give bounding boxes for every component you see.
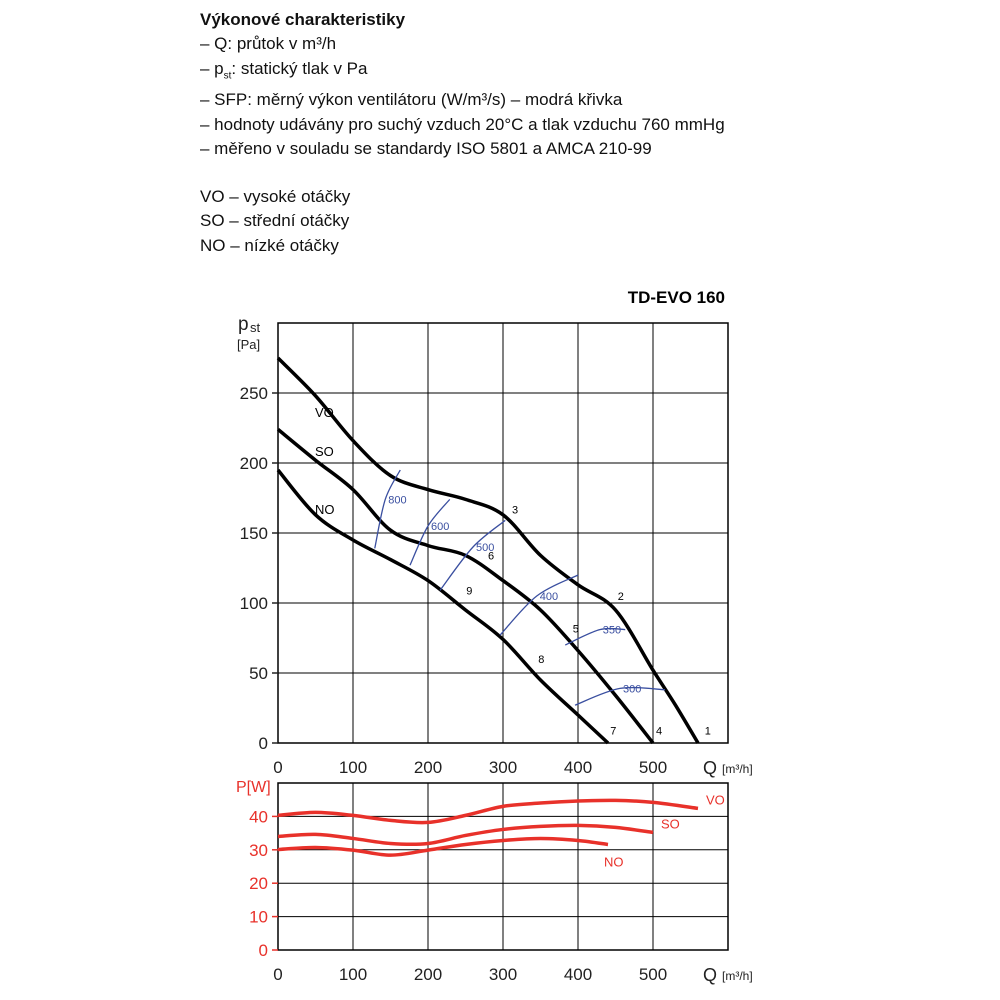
text: st: [223, 69, 232, 81]
chart-title: TD-EVO 160: [628, 288, 725, 307]
x-tick-label: 300: [489, 758, 517, 777]
x-tick-label: 200: [414, 758, 442, 777]
series-line: [277, 798, 699, 825]
y-tick-label: 50: [249, 664, 268, 683]
x-tick-label: 500: [639, 758, 667, 777]
intro-line: – SFP: měrný výkon ventilátoru (W/m³/s) …: [200, 90, 623, 110]
x-axis-label: Q: [703, 758, 717, 778]
series-label: 400: [540, 591, 558, 603]
legend-line: SO – střední otáčky: [200, 211, 350, 231]
x-tick-label: 500: [639, 965, 667, 984]
point-label: 8: [538, 654, 544, 666]
intro-title: Výkonové charakteristiky: [200, 10, 406, 29]
series-label: VO: [706, 792, 725, 807]
text: – p: [200, 58, 224, 78]
series-line: [574, 686, 666, 706]
point-label: 7: [610, 726, 616, 738]
x-tick-label: 300: [489, 965, 517, 984]
x-tick-label: 100: [339, 965, 367, 984]
y-tick-label: 0: [259, 734, 268, 753]
y-axis-label: P[W]: [236, 779, 271, 796]
point-label: 2: [618, 591, 624, 603]
y-tick-label: 0: [259, 941, 268, 960]
point-label: 6: [488, 551, 494, 563]
series-label: SO: [661, 816, 680, 831]
series-line: [564, 627, 626, 646]
y-axis-label: p: [238, 314, 249, 335]
x-tick-label: 0: [273, 758, 282, 777]
series-label: 500: [476, 542, 494, 554]
series-label: NO: [604, 854, 624, 869]
legend-line: NO – nízké otáčky: [200, 235, 339, 255]
series-line: [409, 498, 451, 566]
series-line: [277, 836, 609, 857]
point-label: 5: [573, 623, 579, 635]
series-line: [276, 356, 700, 744]
y-tick-label: 40: [249, 807, 268, 826]
series-line: [374, 469, 401, 549]
y-tick-label: 150: [240, 524, 268, 543]
y-tick-label: 250: [240, 384, 268, 403]
y-tick-label: 10: [249, 908, 268, 927]
x-axis-label: Q: [703, 965, 717, 985]
series-line: [439, 519, 506, 591]
y-axis-unit: [Pa]: [237, 337, 260, 352]
series-line: [499, 574, 579, 636]
y-tick-label: 100: [240, 594, 268, 613]
point-label: 9: [466, 586, 472, 598]
series-label: 350: [603, 625, 621, 637]
intro-line: – měřeno v souladu se standardy ISO 5801…: [200, 138, 652, 158]
x-tick-label: 400: [564, 965, 592, 984]
y-tick-label: 30: [249, 841, 268, 860]
y-tick-label: 20: [249, 874, 268, 893]
x-tick-label: 0: [273, 965, 282, 984]
intro: Výkonové charakteristiky – Q: průtok v m…: [200, 8, 725, 258]
series-label: VO: [315, 405, 334, 420]
series-label: SO: [315, 444, 334, 459]
x-axis-unit: [m³/h]: [722, 762, 753, 776]
series-label: 600: [431, 521, 449, 533]
series-label: 800: [388, 494, 406, 506]
point-label: 1: [705, 726, 711, 738]
series-line: [276, 468, 610, 745]
x-axis-unit: [m³/h]: [722, 969, 753, 983]
series-line: [277, 823, 654, 847]
y-tick-label: 200: [240, 454, 268, 473]
intro-line: – pst: statický tlak v Pa: [200, 57, 725, 89]
intro-line: – hodnoty udávány pro suchý vzduch 20°C …: [200, 114, 725, 134]
x-tick-label: 200: [414, 965, 442, 984]
intro-line: – Q: průtok v m³/h: [200, 34, 337, 54]
point-label: 3: [512, 504, 518, 516]
x-tick-label: 400: [564, 758, 592, 777]
legend-line: VO – vysoké otáčky: [200, 187, 351, 207]
series-label: NO: [315, 502, 335, 517]
y-axis-label-sub: st: [250, 320, 261, 335]
text: : statický tlak v Pa: [231, 58, 368, 78]
series-label: 300: [623, 683, 641, 695]
point-label: 4: [656, 726, 662, 738]
x-tick-label: 100: [339, 758, 367, 777]
